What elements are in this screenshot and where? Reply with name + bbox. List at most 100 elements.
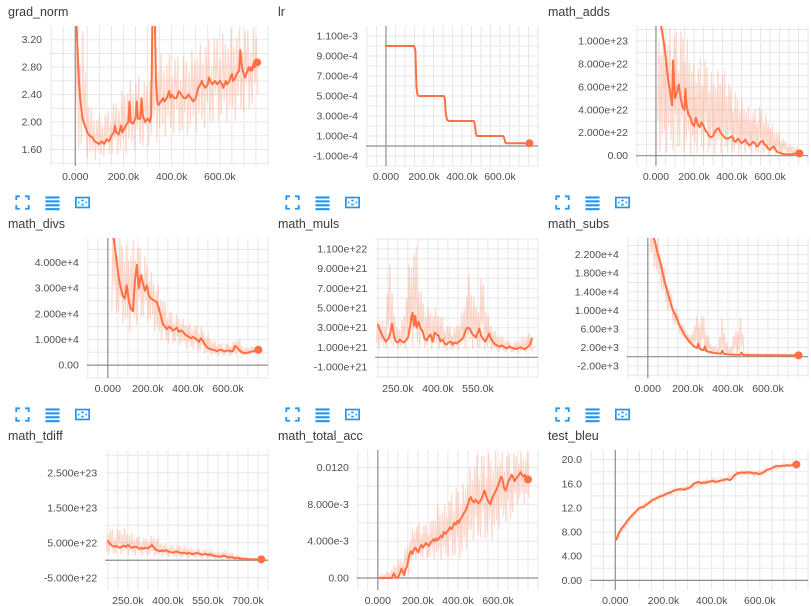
x-tick-label: 550.0k (192, 595, 224, 606)
x-tick-label: 600.0k (484, 171, 516, 183)
fit-domain-icon[interactable] (614, 194, 631, 211)
y-tick-label: 1.60 (22, 144, 43, 156)
run-selector-icon[interactable] (584, 194, 601, 211)
run-selector-icon[interactable] (314, 406, 331, 423)
x-tick-label: 400.0k (442, 595, 474, 606)
y-tick-label: 5.000e+21 (317, 303, 367, 315)
y-tick-label: 7.000e-4 (317, 71, 359, 83)
x-tick-label: 400.0k (156, 171, 188, 183)
chart-title: grad_norm (8, 5, 69, 19)
x-tick-label: 0.000 (373, 171, 399, 183)
y-tick-label: 1.800e+4 (575, 268, 619, 280)
chart-toolbar (0, 396, 270, 425)
y-tick-label: 3.20 (22, 34, 43, 46)
scalar-chart-grad_norm[interactable]: 1.60 2.00 2.40 2.80 3.20 0.000 200.0k 400.0k 600… (0, 20, 270, 184)
x-tick-label: 200.0k (402, 595, 434, 606)
x-tick-label: 200.0k (408, 171, 440, 183)
run-selector-icon[interactable] (44, 406, 61, 423)
y-tick-label: 0.00 (58, 360, 79, 372)
x-tick-label: 200.0k (108, 171, 140, 183)
y-tick-label: 20.0 (562, 454, 583, 466)
y-tick-label: 16.0 (562, 478, 583, 490)
x-tick-label: 0.000 (635, 383, 661, 395)
y-tick-label: 0.00 (562, 575, 583, 587)
chart-toolbar (540, 184, 811, 213)
y-tick-label: -1.000e-4 (313, 151, 358, 163)
expand-icon[interactable] (554, 406, 571, 423)
x-tick-label: 0.000 (643, 171, 669, 183)
run-selector-icon[interactable] (314, 194, 331, 211)
y-tick-label: 0.00 (608, 150, 629, 162)
y-tick-label: 2.200e+4 (575, 249, 619, 261)
x-tick-label: 400.0k (422, 383, 454, 395)
x-tick-label: 550.0k (462, 383, 494, 395)
y-tick-label: 1.000e-4 (317, 131, 359, 143)
expand-icon[interactable] (284, 194, 301, 211)
chart-title: math_tdiff (8, 429, 63, 443)
fit-domain-icon[interactable] (614, 406, 631, 423)
x-tick-label: 400.0k (172, 383, 204, 395)
y-tick-label: 1.000e+4 (35, 334, 79, 346)
x-tick-label: 200.0k (678, 171, 710, 183)
chart-card-math_subs: math_subs -2.00e+3 2.00e+3 6.00e+3 1.000e+4 1… (540, 212, 811, 424)
scalar-chart-math_subs[interactable]: -2.00e+3 2.00e+3 6.00e+3 1.000e+4 1.400e+4 1.… (540, 232, 810, 396)
y-tick-label: 3.000e-4 (317, 111, 359, 123)
x-tick-label: 250.0k (112, 595, 144, 606)
x-tick-label: 600.0k (482, 595, 514, 606)
x-tick-label: 700.0k (232, 595, 264, 606)
fit-domain-icon[interactable] (74, 406, 91, 423)
fit-domain-icon[interactable] (74, 194, 91, 211)
x-tick-label: 200.0k (648, 595, 680, 606)
chart-title: math_divs (8, 217, 65, 231)
chart-toolbar (540, 396, 811, 425)
expand-icon[interactable] (284, 406, 301, 423)
y-tick-label: 2.000e+22 (578, 127, 628, 139)
fit-domain-icon[interactable] (344, 406, 361, 423)
chart-toolbar (0, 184, 270, 213)
y-tick-label: 12.0 (562, 502, 583, 514)
chart-title: math_subs (548, 217, 610, 231)
x-tick-label: 600.0k (754, 171, 786, 183)
y-tick-label: 2.500e+23 (47, 467, 97, 479)
y-tick-label: 9.000e+21 (317, 263, 367, 275)
y-tick-label: 1.000e+21 (317, 342, 367, 354)
y-tick-label: -1.000e+21 (314, 362, 368, 374)
chart-toolbar (270, 396, 540, 425)
scalar-chart-test_bleu[interactable]: 0.00 4.00 8.00 12.0 16.0 20.0 0.000 200.0k 400.0… (540, 444, 810, 606)
expand-icon[interactable] (14, 406, 31, 423)
y-tick-label: 1.100e-3 (317, 31, 359, 43)
chart-card-math_muls: math_muls -1.000e+21 1.000e+21 3.000e+21 5.0… (270, 212, 540, 424)
y-tick-label: 2.000e+4 (35, 308, 79, 320)
y-tick-label: 3.000e+21 (317, 322, 367, 334)
y-tick-label: 1.000e+4 (575, 305, 619, 317)
y-tick-label: 1.000e+23 (578, 35, 628, 47)
run-selector-icon[interactable] (584, 406, 601, 423)
scalar-chart-math_muls[interactable]: -1.000e+21 1.000e+21 3.000e+21 5.000e+21 7.0… (270, 232, 540, 396)
y-tick-label: 5.000e+22 (47, 537, 97, 549)
x-tick-label: 0.000 (62, 171, 88, 183)
scalar-chart-math_adds[interactable]: 0.00 2.000e+22 4.000e+22 6.000e+22 8.000e+22… (540, 20, 810, 184)
fit-domain-icon[interactable] (344, 194, 361, 211)
y-tick-label: 1.100e+22 (317, 243, 367, 255)
chart-card-math_divs: math_divs 0.00 1.000e+4 2.000e+4 3.000e+4 4.0… (0, 212, 270, 424)
y-tick-label: 5.000e-4 (317, 91, 359, 103)
scalar-chart-math_divs[interactable]: 0.00 1.000e+4 2.000e+4 3.000e+4 4.000e+4 0.00… (0, 232, 270, 396)
x-tick-label: 200.0k (132, 383, 164, 395)
scalar-chart-math_total_acc[interactable]: 0.00 4.000e-3 8.000e-3 0.0120 0.000 200.0k 400… (270, 444, 540, 606)
x-tick-label: 400.0k (152, 595, 184, 606)
chart-card-math_tdiff: math_tdiff -5.000e+22 5.000e+22 1.500e+23 2.… (0, 424, 270, 606)
x-tick-label: 600.0k (752, 383, 784, 395)
y-tick-label: 4.000e-3 (307, 536, 349, 548)
scalar-chart-math_tdiff[interactable]: -5.000e+22 5.000e+22 1.500e+23 2.500e+23 250… (0, 444, 270, 606)
expand-icon[interactable] (14, 194, 31, 211)
y-tick-label: 4.00 (562, 551, 583, 563)
scalar-chart-lr[interactable]: -1.000e-4 1.000e-4 3.000e-4 5.000e-4 7.000e-… (270, 20, 540, 184)
chart-card-test_bleu: test_bleu 0.00 4.00 8.00 12.0 16.0 20.0 0.000 20… (540, 424, 811, 606)
x-tick-label: 200.0k (672, 383, 704, 395)
run-selector-icon[interactable] (44, 194, 61, 211)
chart-title: test_bleu (548, 429, 599, 443)
x-tick-label: 250.0k (382, 383, 414, 395)
x-tick-label: 0.000 (95, 383, 121, 395)
chart-card-lr: lr -1.000e-4 1.000e-4 3.000e-4 5.000e-4 7.000… (270, 0, 540, 212)
expand-icon[interactable] (554, 194, 571, 211)
